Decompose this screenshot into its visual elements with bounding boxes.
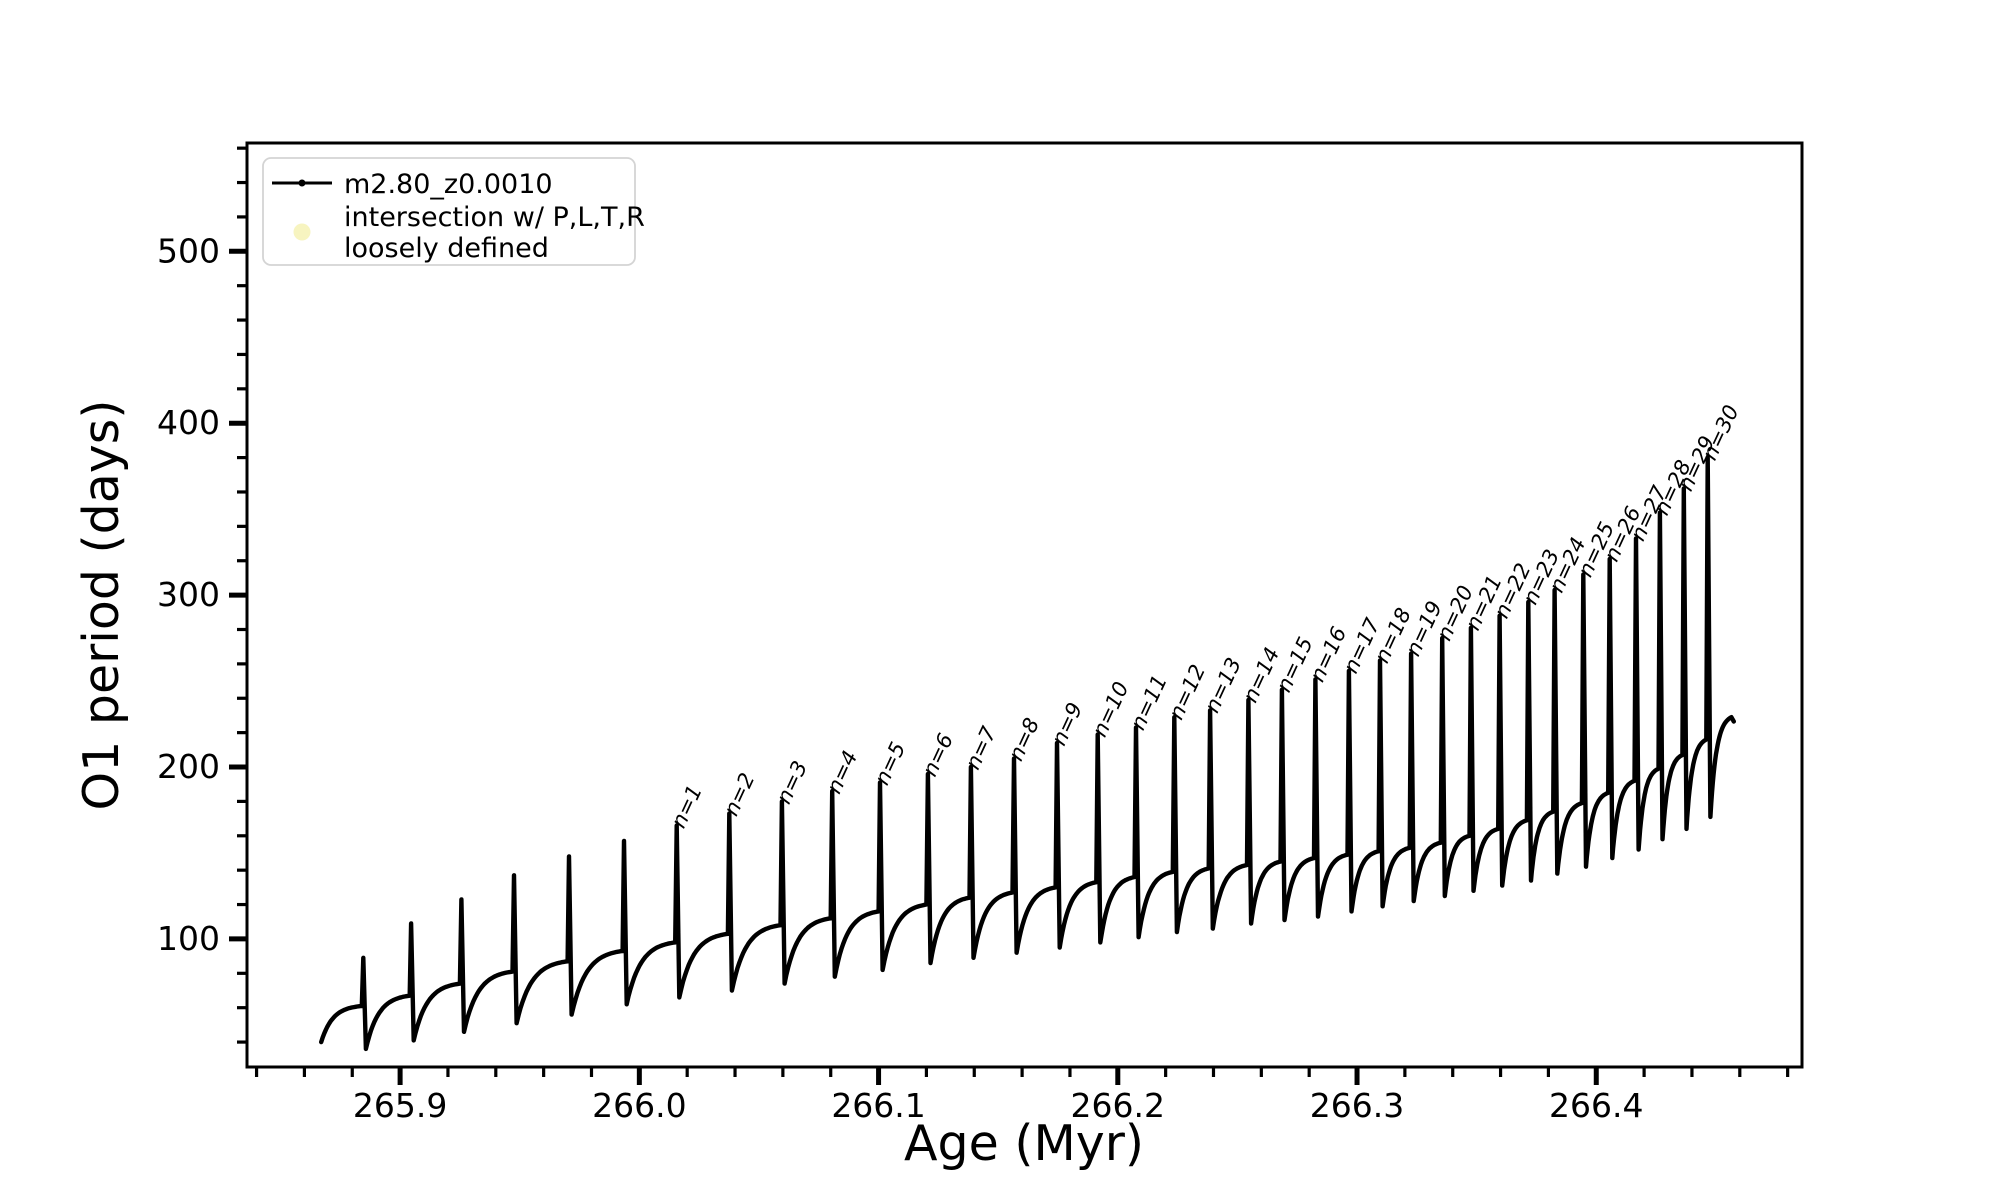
legend-series-label: m2.80_z0.0010 [344,169,553,200]
spike-label-n13: n=13 [1200,654,1246,716]
series-line-m2.80_z0.0010 [319,455,1736,1052]
spike-label-n3: n=3 [772,757,812,807]
y-axis-ticks [229,146,247,1044]
x-tick-label: 266.4 [1549,1086,1643,1125]
y-tick-label: 500 [157,231,220,270]
spike-label-n12: n=12 [1164,661,1210,723]
x-tick-label: 266.0 [592,1086,686,1125]
x-tick-label: 266.3 [1310,1086,1404,1125]
y-tick-label: 400 [157,403,220,442]
y-tick-label: 100 [157,919,220,958]
spike-label-n7: n=7 [961,722,1002,773]
spike-label-n9: n=9 [1047,699,1087,749]
legend-intersection-label-line2: loosely defined [344,233,549,264]
spike-label-n11: n=11 [1126,671,1172,733]
x-axis-ticks [254,1067,1790,1085]
x-tick-label: 266.2 [1071,1086,1165,1125]
x-axis-tick-labels: 265.9 266.0 266.1 266.2 266.3 266.4 [353,1086,1644,1125]
spike-label-n30: n=30 [1698,401,1744,463]
x-tick-label: 265.9 [353,1086,447,1125]
spike-label-n2: n=2 [719,769,759,819]
spike-label-n10: n=10 [1087,678,1133,740]
data-series-line [319,455,1736,1052]
y-axis-tick-labels: 100 200 300 400 500 [157,231,220,958]
spike-label-n4: n=4 [822,747,862,797]
legend-intersection-marker-icon [293,223,311,241]
spike-label-n1: n=1 [666,781,706,831]
y-axis-label: O1 period (days) [73,400,130,811]
spike-label-n6: n=6 [918,730,958,780]
y-tick-label: 200 [157,747,220,786]
x-axis-label: Age (Myr) [904,1115,1144,1172]
legend-box [262,157,636,266]
x-tick-label: 266.1 [831,1086,925,1125]
legend-line-marker-icon [298,179,306,187]
legend: m2.80_z0.0010 intersection w/ P,L,T,R lo… [262,157,645,266]
legend-intersection-label-line1: intersection w/ P,L,T,R [344,202,645,233]
spike-label-n8: n=8 [1004,714,1044,764]
y-tick-label: 300 [157,575,220,614]
plot-frame [245,141,1804,1069]
spike-label-n5: n=5 [870,738,910,788]
